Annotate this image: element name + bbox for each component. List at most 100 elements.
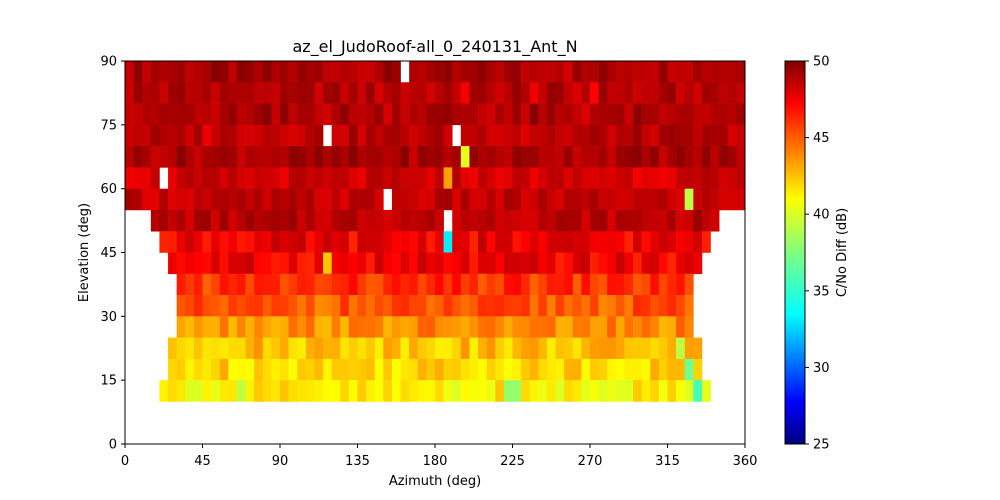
heatmap-cell bbox=[538, 316, 548, 338]
heatmap-cell bbox=[331, 358, 341, 381]
heatmap-cell bbox=[658, 146, 668, 168]
heatmap-cell bbox=[211, 273, 221, 296]
heatmap-cell bbox=[486, 188, 496, 211]
heatmap-cell bbox=[478, 380, 487, 402]
heatmap-cell bbox=[607, 252, 617, 275]
heatmap-cell bbox=[340, 316, 350, 338]
heatmap-cell bbox=[236, 231, 246, 253]
heatmap-cell bbox=[684, 209, 694, 232]
x-tick-label: 135 bbox=[345, 454, 370, 469]
heatmap-cell bbox=[150, 167, 160, 189]
heatmap-cell bbox=[202, 82, 212, 104]
heatmap-cell bbox=[667, 146, 677, 168]
heatmap-cell bbox=[150, 188, 160, 211]
heatmap-cell bbox=[452, 316, 462, 338]
heatmap-cell bbox=[426, 231, 436, 253]
heatmap-cell bbox=[435, 337, 444, 360]
heatmap-cell bbox=[409, 252, 419, 275]
heatmap-cell bbox=[323, 146, 332, 168]
heatmap-cell bbox=[383, 358, 393, 381]
heatmap-cell bbox=[478, 124, 487, 147]
heatmap-cell bbox=[590, 103, 599, 126]
heatmap-cell bbox=[271, 316, 281, 338]
heatmap-cell bbox=[667, 188, 677, 211]
heatmap-cell bbox=[633, 295, 642, 317]
heatmap-cell bbox=[219, 146, 229, 168]
heatmap-cell bbox=[607, 337, 617, 360]
heatmap-cell bbox=[297, 167, 307, 189]
heatmap-cell bbox=[202, 316, 212, 338]
heatmap-cell bbox=[262, 316, 272, 338]
heatmap-cell bbox=[658, 380, 668, 402]
heatmap-cell bbox=[538, 273, 548, 296]
heatmap-cell bbox=[469, 358, 479, 381]
heatmap-cell bbox=[254, 146, 264, 168]
heatmap-cell bbox=[314, 273, 324, 296]
heatmap-cell bbox=[719, 103, 729, 126]
heatmap-cell bbox=[348, 316, 358, 338]
heatmap-cell bbox=[348, 231, 358, 253]
heatmap-cell bbox=[323, 188, 332, 211]
heatmap-cell bbox=[366, 252, 376, 275]
heatmap-cell bbox=[202, 295, 212, 317]
heatmap-cell bbox=[650, 124, 660, 147]
heatmap-cell bbox=[469, 316, 479, 338]
heatmap-cell bbox=[641, 146, 651, 168]
heatmap-cell bbox=[521, 61, 531, 83]
heatmap-cell bbox=[495, 209, 505, 232]
heatmap-cell bbox=[624, 146, 634, 168]
heatmap-cell bbox=[598, 252, 608, 275]
heatmap-cell bbox=[211, 124, 221, 147]
x-tick-label: 45 bbox=[194, 454, 211, 469]
heatmap-cell bbox=[417, 61, 427, 83]
heatmap-cell bbox=[417, 209, 427, 232]
heatmap-cell bbox=[185, 146, 195, 168]
heatmap-cell bbox=[202, 167, 212, 189]
heatmap-cell bbox=[443, 231, 453, 253]
heatmap-cell bbox=[650, 167, 660, 189]
heatmap-cell bbox=[624, 82, 634, 104]
heatmap-cell bbox=[529, 273, 539, 296]
heatmap-cell bbox=[598, 358, 608, 381]
heatmap-cell bbox=[374, 380, 384, 402]
heatmap-cell bbox=[529, 231, 539, 253]
heatmap-cell bbox=[236, 124, 246, 147]
heatmap-cell bbox=[503, 295, 513, 317]
heatmap-cell bbox=[254, 82, 264, 104]
heatmap-cell bbox=[469, 103, 479, 126]
heatmap-cell bbox=[581, 61, 591, 83]
heatmap-cell bbox=[262, 82, 272, 104]
heatmap-cell bbox=[529, 316, 539, 338]
heatmap-cell bbox=[314, 358, 324, 381]
heatmap-cell bbox=[314, 337, 324, 360]
heatmap-cell bbox=[245, 252, 255, 275]
heatmap-cell bbox=[676, 82, 686, 104]
heatmap-cell bbox=[271, 252, 281, 275]
colorbar-ticks: 25 30 35 40 45 50 bbox=[805, 55, 830, 453]
heatmap-cell bbox=[202, 337, 212, 360]
y-tick-label: 45 bbox=[100, 246, 117, 261]
heatmap-cell bbox=[426, 295, 436, 317]
heatmap-cell bbox=[193, 61, 203, 83]
heatmap-cell bbox=[521, 146, 531, 168]
heatmap-cell bbox=[615, 273, 625, 296]
heatmap-cell bbox=[288, 146, 298, 168]
heatmap-cell bbox=[478, 167, 487, 189]
heatmap-cell bbox=[521, 167, 531, 189]
heatmap-cell bbox=[228, 209, 238, 232]
heatmap-cell bbox=[469, 380, 479, 402]
heatmap-cell bbox=[219, 273, 229, 296]
heatmap-cell bbox=[615, 209, 625, 232]
heatmap-cell bbox=[503, 82, 513, 104]
heatmap-cell bbox=[615, 146, 625, 168]
heatmap-cell bbox=[624, 380, 634, 402]
heatmap-cell bbox=[348, 124, 358, 147]
heatmap-cell bbox=[176, 82, 186, 104]
colorbar-tick-label: 25 bbox=[813, 438, 830, 453]
heatmap-cell bbox=[142, 82, 152, 104]
heatmap-cell bbox=[417, 146, 427, 168]
heatmap-cell bbox=[615, 103, 625, 126]
heatmap-cell bbox=[211, 337, 221, 360]
heatmap-cell bbox=[590, 167, 599, 189]
heatmap-cell bbox=[417, 273, 427, 296]
